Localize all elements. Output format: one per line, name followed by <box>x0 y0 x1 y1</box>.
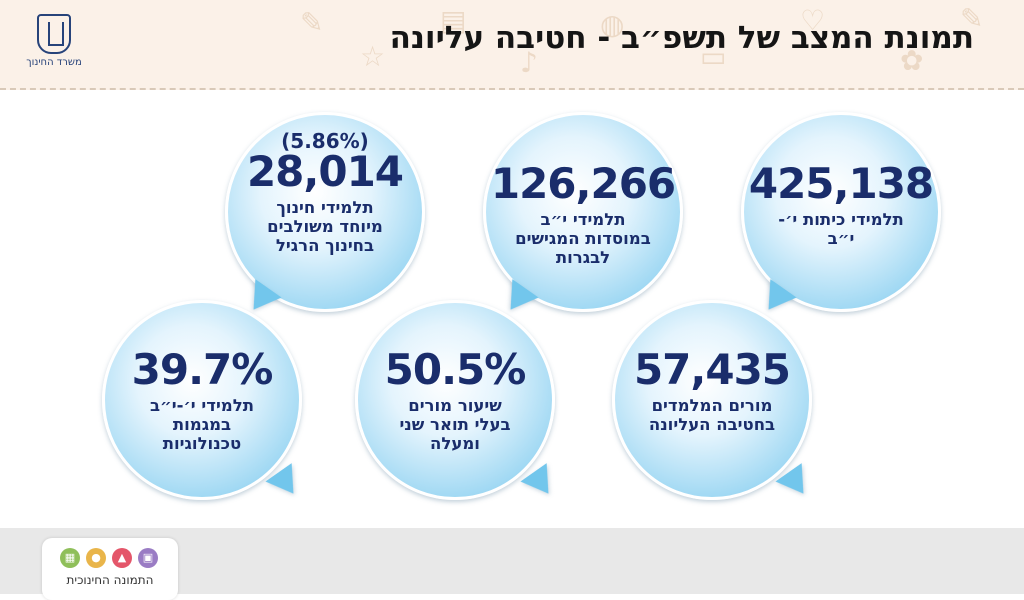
book-doodle-icon: ▤ <box>440 4 467 37</box>
stat-label: תלמידי י״ב במוסדות המגישים לבגרות <box>515 210 651 267</box>
heart-doodle-icon: ♡ <box>800 4 826 37</box>
music-doodle-icon: ♪ <box>520 46 538 79</box>
ministry-logo: משרד החינוך <box>22 14 86 74</box>
stat-value: 39.7% <box>131 345 274 394</box>
ruler-doodle-icon: ▭ <box>700 40 727 73</box>
stat-label: תלמידי כיתות י׳-י״ב <box>778 210 904 248</box>
star-doodle-icon: ☆ <box>360 40 386 73</box>
graduation-cap-icon: ▲ <box>112 548 132 568</box>
stat-bubble-special-ed: (5.86%) 28,014 תלמידי חינוך מיוחד משולבי… <box>225 112 425 312</box>
stat-bubble-students-10-12: 425,138 תלמידי כיתות י׳-י״ב <box>741 112 941 312</box>
stat-value: 425,138 <box>748 159 934 208</box>
people-icon: ● <box>86 548 106 568</box>
stat-value: 57,435 <box>633 345 791 394</box>
educational-picture-card[interactable]: ▣ ▲ ● ▦ התמונה החינוכית <box>42 538 178 600</box>
stat-value: 126,266 <box>490 159 676 208</box>
stat-percent: (5.86%) <box>281 129 369 153</box>
stat-bubble-masters: 50.5% שיעור מורים בעלי תואר שני ומעלה <box>355 300 555 500</box>
page-title: תמונת המצב של תשפ״ב - חטיבה עליונה <box>389 20 974 56</box>
page-header: ✎ ☆ ▤ ♪ ◍ ▭ ♡ ✿ ✎ משרד החינוך תמונת המצב… <box>0 0 1024 90</box>
menorah-emblem-icon <box>37 14 71 54</box>
footer-label: התמונה החינוכית <box>66 573 154 587</box>
stat-label: שיעור מורים בעלי תואר שני ומעלה <box>399 396 511 453</box>
stat-label: תלמידי י׳-י״ב במגמות טכנולוגיות <box>149 396 255 453</box>
stat-value: 28,014 <box>246 147 404 196</box>
flower-doodle-icon: ✿ <box>900 44 924 77</box>
pencil-doodle-icon: ✎ <box>300 6 324 39</box>
chart-icon: ▦ <box>60 548 80 568</box>
globe-doodle-icon: ◍ <box>600 8 625 41</box>
stat-label: מורים המלמדים בחטיבה העליונה <box>648 396 776 434</box>
pencil-doodle-icon: ✎ <box>960 2 984 35</box>
stat-bubble-matriculation: 126,266 תלמידי י״ב במוסדות המגישים לבגרו… <box>483 112 683 312</box>
school-icon: ▣ <box>138 548 158 568</box>
stat-bubble-technology: 39.7% תלמידי י׳-י״ב במגמות טכנולוגיות <box>102 300 302 500</box>
logo-text: משרד החינוך <box>26 57 82 68</box>
stat-label: תלמידי חינוך מיוחד משולבים בחינוך הרגיל <box>267 198 383 255</box>
stat-value: 50.5% <box>384 345 527 394</box>
category-icons: ▣ ▲ ● ▦ <box>60 548 160 570</box>
stat-bubble-teachers: 57,435 מורים המלמדים בחטיבה העליונה <box>612 300 812 500</box>
